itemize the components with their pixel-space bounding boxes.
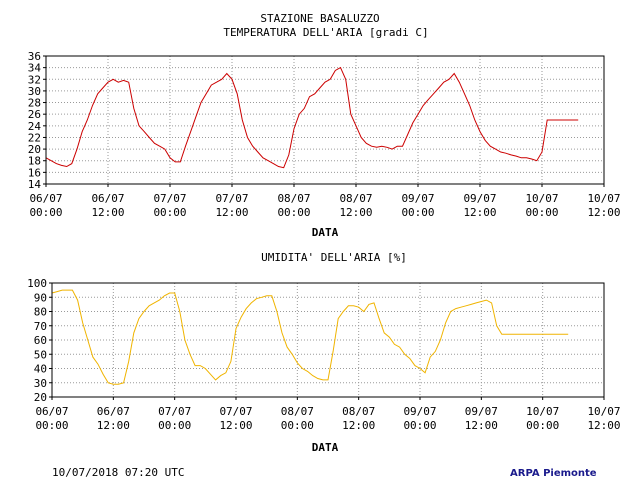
temperature-x-tick-time: 12:00 (91, 206, 124, 219)
humidity-series-line (51, 289, 569, 385)
temperature-y-tick-label: 16 (28, 166, 41, 179)
temperature-x-axis-label: DATA (312, 226, 339, 239)
timestamp-label: 10/07/2018 07:20 UTC (52, 466, 185, 479)
temperature-x-tick-time: 12:00 (215, 206, 248, 219)
humidity-y-tick-label: 90 (34, 291, 47, 304)
humidity-title: UMIDITA' DELL'ARIA [%] (261, 251, 407, 264)
humidity-x-tick-date: 10/07 (587, 405, 620, 418)
temperature-x-tick-time: 00:00 (401, 206, 434, 219)
arpa-piemonte-brand: ARPA Piemonte (510, 468, 597, 479)
temperature-grid (46, 56, 604, 184)
humidity-y-tick-label: 70 (34, 320, 47, 333)
temperature-x-tick-time: 00:00 (525, 206, 558, 219)
temperature-x-tick-time: 12:00 (339, 206, 372, 219)
humidity-panel: UMIDITA' DELL'ARIA [%] 20304050607080901… (27, 251, 620, 454)
temperature-y-tick-label: 18 (28, 155, 41, 168)
humidity-x-tick-date: 10/07 (526, 405, 559, 418)
temperature-y-tick-label: 36 (28, 50, 41, 63)
temperature-y-tick-label: 26 (28, 108, 41, 121)
temperature-y-tick-label: 28 (28, 97, 41, 110)
temperature-y-tick-label: 24 (28, 120, 42, 133)
humidity-y-tick-label: 40 (34, 363, 47, 376)
humidity-x-tick-time: 12:00 (465, 419, 498, 432)
humidity-x-tick-date: 08/07 (281, 405, 314, 418)
temperature-x-tick-date: 06/07 (91, 192, 124, 205)
temperature-series-line (45, 66, 579, 169)
station-title: STAZIONE BASALUZZO (260, 12, 379, 25)
temperature-x-tick-time: 00:00 (277, 206, 310, 219)
temperature-x-tick-date: 10/07 (587, 192, 620, 205)
temperature-x-tick-time: 00:00 (29, 206, 62, 219)
temperature-x-tick-date: 10/07 (525, 192, 558, 205)
humidity-y-tick-label: 100 (27, 277, 47, 290)
temperature-y-tick-label: 32 (28, 73, 41, 86)
temperature-y-tick-label: 34 (28, 62, 42, 75)
humidity-x-tick-time: 00:00 (281, 419, 314, 432)
humidity-x-tick-date: 06/07 (97, 405, 130, 418)
temperature-x-tick-date: 08/07 (339, 192, 372, 205)
temperature-plot-frame (45, 55, 605, 185)
humidity-x-tick-time: 12:00 (342, 419, 375, 432)
humidity-y-tick-label: 50 (34, 348, 47, 361)
temperature-x-tick-date: 09/07 (401, 192, 434, 205)
humidity-x-tick-date: 07/07 (158, 405, 191, 418)
temperature-x-tick-date: 09/07 (463, 192, 496, 205)
humidity-x-tick-time: 12:00 (97, 419, 130, 432)
temperature-panel: STAZIONE BASALUZZO TEMPERATURA DELL'ARIA… (28, 12, 621, 239)
temperature-y-tick-label: 22 (28, 131, 41, 144)
temperature-title: TEMPERATURA DELL'ARIA [gradi C] (223, 26, 428, 39)
humidity-x-tick-time: 00:00 (526, 419, 559, 432)
temperature-x-tick-date: 08/07 (277, 192, 310, 205)
temperature-x-tick-date: 07/07 (153, 192, 186, 205)
humidity-x-axis-label: DATA (312, 441, 339, 454)
humidity-y-tick-label: 30 (34, 377, 47, 390)
humidity-y-tick-label: 20 (34, 391, 47, 404)
humidity-x-tick-date: 08/07 (342, 405, 375, 418)
humidity-x-tick-date: 06/07 (35, 405, 68, 418)
temperature-x-tick-date: 07/07 (215, 192, 248, 205)
humidity-y-tick-label: 60 (34, 334, 47, 347)
temperature-x-tick-time: 12:00 (463, 206, 496, 219)
temperature-x-tick-date: 06/07 (29, 192, 62, 205)
humidity-x-ticks: 06/0700:0006/0712:0007/0700:0007/0712:00… (35, 397, 621, 432)
temperature-x-tick-time: 00:00 (153, 206, 186, 219)
humidity-plot-frame (51, 282, 605, 398)
humidity-y-tick-label: 80 (34, 306, 47, 319)
humidity-x-tick-date: 09/07 (465, 405, 498, 418)
humidity-x-tick-time: 12:00 (587, 419, 620, 432)
humidity-x-tick-time: 00:00 (35, 419, 68, 432)
humidity-plot-area (51, 289, 569, 385)
temperature-y-tick-label: 14 (28, 178, 42, 191)
temperature-y-tick-label: 30 (28, 85, 41, 98)
humidity-x-tick-time: 00:00 (403, 419, 436, 432)
humidity-x-tick-time: 00:00 (158, 419, 191, 432)
humidity-x-tick-date: 07/07 (219, 405, 252, 418)
humidity-grid (52, 283, 604, 397)
temperature-x-ticks: 06/0700:0006/0712:0007/0700:0007/0712:00… (29, 184, 621, 219)
temperature-plot-area (45, 66, 579, 169)
humidity-x-tick-date: 09/07 (403, 405, 436, 418)
temperature-y-tick-label: 20 (28, 143, 41, 156)
temperature-x-tick-time: 12:00 (587, 206, 620, 219)
humidity-x-tick-time: 12:00 (219, 419, 252, 432)
